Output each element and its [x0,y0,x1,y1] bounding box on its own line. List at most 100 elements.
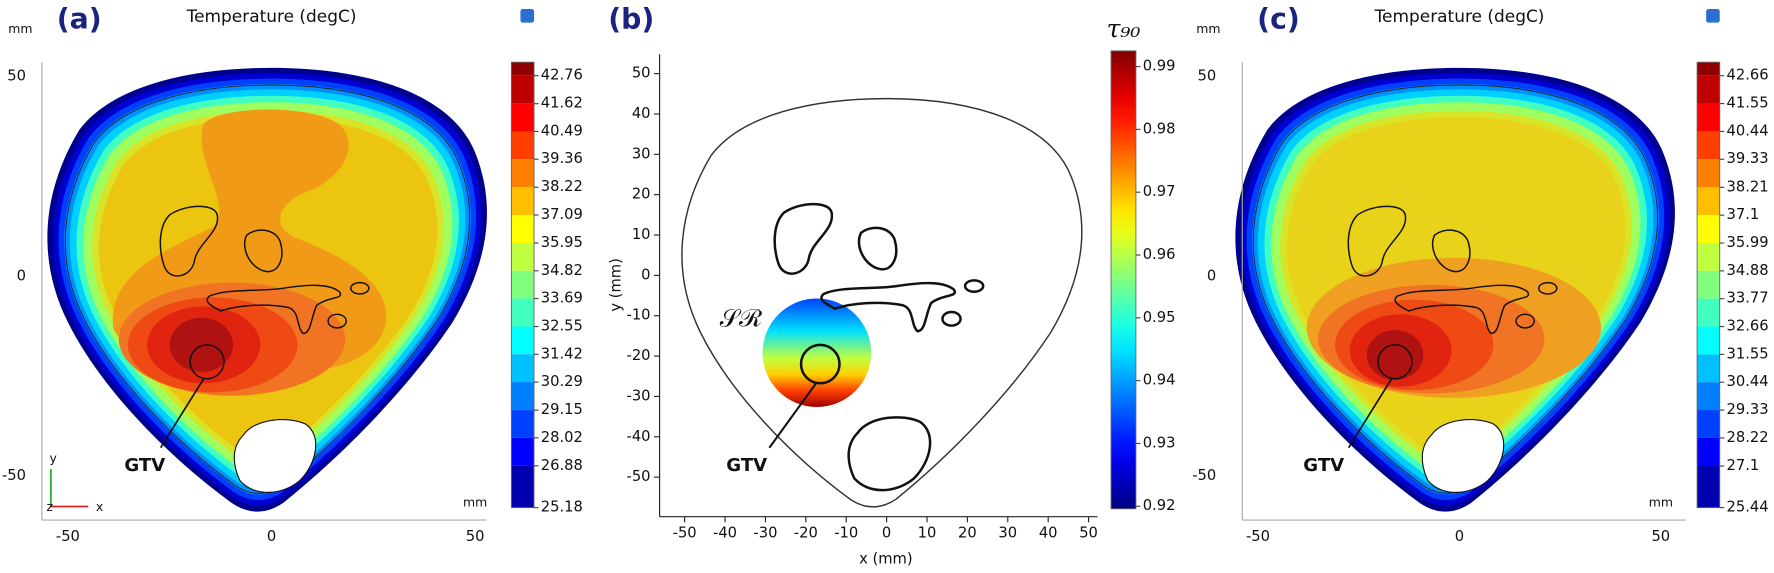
colorbar-tick-label: 34.88 [1727,262,1769,279]
x-tick-label: 0 [1455,528,1464,545]
colorbar-tick-label: 39.33 [1727,150,1769,167]
colorbar-band [1697,270,1720,299]
colorbar-tick-label: 37.09 [541,206,583,223]
colorbar-tick-label: 30.44 [1727,373,1769,390]
colorbar-tick-label: 27.1 [1727,457,1760,474]
colorbar-band [511,298,535,327]
x-tick-label: 10 [918,525,937,542]
colorbar-band [1697,187,1720,216]
y-tick-label: 0 [641,266,650,283]
colorbar-tick-label: 42.66 [1727,67,1769,84]
colorbar-band [1697,243,1720,271]
colorbar-tick-label: 0.95 [1143,309,1176,326]
y-tick-label: -50 [627,468,651,485]
y-tick-label: 50 [632,65,651,82]
x-tick-label: -10 [834,525,858,542]
colorbar-band [511,103,535,132]
colorbar-band [1697,131,1720,160]
colorbar-band [511,159,535,188]
colorbar-frame [1110,50,1137,510]
colorbar-band [1697,215,1720,244]
colorbar-tick-label: 0.99 [1143,58,1176,75]
colorbar-tick-label: 28.02 [541,429,583,446]
colorbar-tick-label: 41.62 [541,95,583,112]
y-axis-label: y (mm) [608,258,625,311]
colorbar-band [511,354,535,383]
unit-label: mm [1196,21,1220,36]
colorbar-band [511,243,535,271]
y-tick-label: 10 [632,226,651,243]
colorbar-tick-label: 38.21 [1727,178,1769,195]
x-tick-label: 30 [998,525,1017,542]
panel-label: (a) [57,2,102,35]
colorbar-tick-label: 34.82 [541,262,583,279]
colorbar-title: τ₉₀ [1107,14,1141,43]
x-tick-label: -20 [794,525,818,542]
unit-label: mm [463,495,487,510]
panel-label: (c) [1257,2,1300,35]
colorbar-tick-label: 35.99 [1727,234,1769,251]
colorbar-band [1697,466,1720,508]
x-tick-label: -50 [56,528,80,545]
y-tick-label: 40 [632,105,651,122]
colorbar-band [511,326,535,355]
colorbar-tick-label: 33.69 [541,290,583,307]
chart-title: Temperature (degC) [186,6,357,26]
colorbar-band [511,270,535,299]
colorbar-band [1697,437,1720,467]
colorbar-tick-label: 31.55 [1727,345,1769,362]
colorbar-frame [510,61,535,509]
x-tick-label: 50 [1651,528,1670,545]
x-tick-label: -50 [1246,528,1270,545]
colorbar-tick-label: 29.15 [541,401,583,418]
field-a [47,9,535,512]
colorbar-band [1697,298,1720,327]
unit-label: mm [8,21,32,36]
colorbar-tick-label: 35.95 [541,234,583,251]
colorbar-band [511,215,535,244]
annotation: GTV [1303,455,1344,476]
colorbar-tick-label: 26.88 [541,457,583,474]
panel-label: (b) [608,2,654,35]
triad-label: y [49,451,56,466]
colorbar-band [1697,62,1720,76]
colorbar-tick-label: 25.18 [541,499,583,516]
y-tick-label: 0 [17,267,26,284]
annotation: GTV [726,455,767,476]
colorbar-tick-label: 32.55 [541,318,583,335]
y-tick-label: 20 [632,186,651,203]
colorbar-band [511,410,535,438]
colorbar-tick-label: 0.97 [1143,183,1176,200]
colorbar-band [511,62,535,76]
colorbar-tick-label: 39.36 [541,150,583,167]
colorbar-band [511,382,535,411]
colorbar-band [511,131,535,160]
y-tick-label: 50 [7,68,26,85]
colorbar-tick-label: 33.77 [1727,290,1769,307]
chart-title: Temperature (degC) [1374,6,1545,26]
colorbar [1111,50,1136,509]
y-tick-label: -50 [1192,467,1216,484]
x-tick-label: 50 [466,528,485,545]
colorbar-tick-label: 40.44 [1727,122,1769,139]
field-b [681,97,1083,508]
colorbar-band [511,187,535,216]
colorbar-band [511,75,535,104]
x-tick-label: -30 [753,525,777,542]
colorbar-tick-label: 40.49 [541,122,583,139]
x-tick-label: 0 [882,525,891,542]
colorbar-band [1697,326,1720,355]
colorbar-band [511,465,535,508]
colorbar-band [1697,159,1720,188]
colorbar-tick-label: 29.33 [1727,401,1769,418]
y-tick-label: 50 [1198,68,1217,85]
colorbar-band [1697,103,1720,132]
colorbar-tick-label: 0.96 [1143,246,1176,263]
colorbar-tick-label: 41.55 [1727,95,1769,112]
colorbar-tick-label: 37.1 [1727,206,1760,223]
colorbar-band [511,437,535,466]
triad-label: x [96,499,103,514]
colorbar-tick-label: 28.22 [1727,429,1769,446]
